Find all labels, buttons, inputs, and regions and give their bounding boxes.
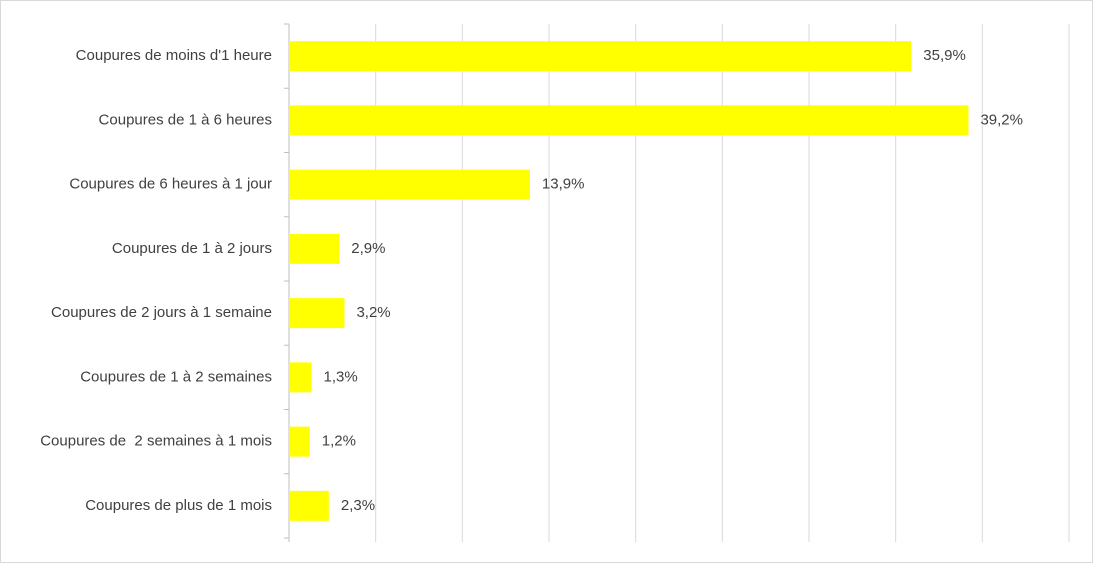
bar [289, 41, 912, 72]
data-label: 13,9% [542, 176, 585, 193]
bar [289, 362, 312, 393]
data-label: 35,9% [923, 47, 966, 64]
y-tick-label: Coupures de 2 semaines à 1 mois [40, 433, 272, 450]
y-tick-label: Coupures de 2 jours à 1 semaine [51, 304, 272, 321]
bar [289, 490, 329, 521]
y-tick-label: Coupures de 1 à 6 heures [99, 111, 272, 128]
data-label: 1,2% [322, 433, 356, 450]
bar [289, 298, 345, 329]
data-label: 2,9% [351, 240, 385, 257]
bar [289, 169, 530, 200]
y-tick-label: Coupures de 1 à 2 jours [112, 240, 272, 257]
bar [289, 105, 969, 136]
bar [289, 426, 310, 457]
data-label: 1,3% [324, 368, 358, 385]
bar [289, 233, 340, 264]
data-label: 3,2% [356, 304, 390, 321]
y-tick-label: Coupures de plus de 1 mois [85, 497, 272, 514]
y-tick-label: Coupures de 6 heures à 1 jour [69, 176, 272, 193]
y-tick-label: Coupures de 1 à 2 semaines [80, 368, 272, 385]
data-label: 2,3% [341, 497, 375, 514]
data-label: 39,2% [980, 111, 1023, 128]
y-tick-label: Coupures de moins d'1 heure [76, 47, 272, 64]
